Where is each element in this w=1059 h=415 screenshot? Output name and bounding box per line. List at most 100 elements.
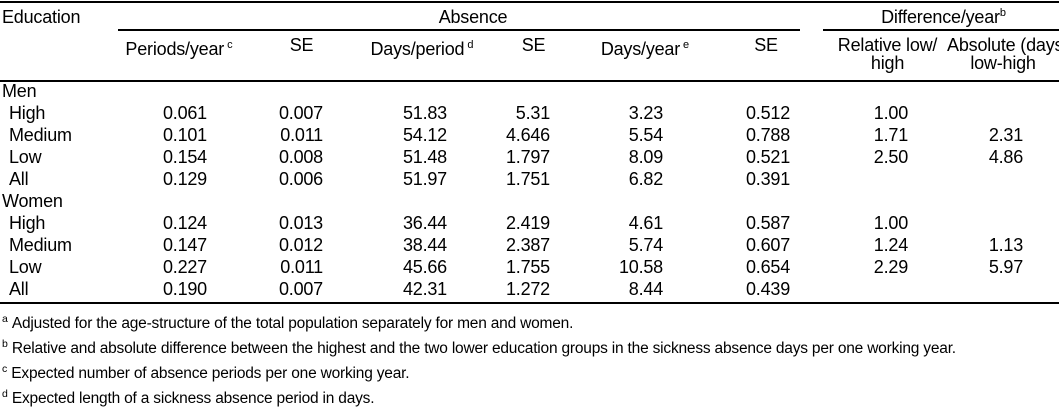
table-cell: 0.012 [278,235,323,255]
table-cell: 0.008 [278,147,323,167]
table-cell [240,80,363,102]
table-row-men-all: All 0.129 0.006 51.97 1.751 6.82 0.391 [0,168,1059,190]
row-label: Low [9,147,42,167]
table-row-men-high: High 0.061 0.007 51.83 5.31 3.23 0.512 1… [0,102,1059,124]
rule-absence-spanner [118,29,800,31]
row-label: All [9,279,29,299]
footnote-marker: b [2,338,8,351]
row-label: Medium [9,235,72,255]
footnote-marker-c: c [227,39,233,51]
table-cell: 0.227 [162,257,207,277]
spanner-header-difference: Difference/yearb [828,2,1059,30]
table-cell: 1.755 [505,257,550,277]
table-cell [947,212,1059,234]
row-label: All [9,169,29,189]
table-cell: 0.011 [280,257,323,277]
table-cell: 0.007 [278,279,323,299]
table-cell: 51.83 [402,103,447,123]
column-header-education: Education [2,7,81,27]
table-cell [586,190,704,212]
table-cell: 0.011 [280,125,323,145]
row-label: Medium [9,125,72,145]
column-header-days-period: Days/period d [370,39,474,59]
table-cell [947,190,1059,212]
table-cell: 8.44 [628,279,663,299]
footnote-marker-b: b [999,7,1006,19]
table-cell: 38.44 [402,235,447,255]
footnote-e: eExpected number of sickness absence day… [2,410,1059,415]
table-cell: 36.44 [402,213,447,233]
footnote-text: Adjusted for the age-structure of the to… [11,315,574,333]
table-cell: 0.607 [745,235,791,255]
table-cell [118,190,240,212]
row-label: High [9,103,46,123]
table-cell: 0.439 [745,279,791,299]
table-cell: 54.12 [402,125,447,145]
column-header-periods-year: Periods/year c [125,39,233,59]
table-cell [363,190,481,212]
footnote-marker: d [2,388,8,401]
table-cell: 1.71 [873,125,909,145]
sickness-absence-table: Education Absence Difference/yearb Perio… [0,2,1059,300]
table-cell [947,278,1059,300]
footnote-marker: a [2,313,8,325]
table-cell: 5.54 [628,125,663,145]
table-cell: 0.007 [278,103,323,123]
table-cell: 0.654 [745,257,791,277]
table-cell: 45.66 [402,257,447,277]
rule-difference-spanner [823,29,1059,31]
table-cell: 0.154 [162,147,207,167]
footnote-text: Expected number of absence periods per o… [11,365,410,383]
table-cell: 1.272 [505,279,550,299]
spanner-header-absence: Absence [438,7,508,27]
rule-table-bottom [0,302,1059,304]
row-label: Women [2,191,63,211]
table-cell [828,80,947,102]
row-label: Men [2,81,37,101]
footnote-marker-d: d [467,39,474,51]
table-cell: 2.419 [505,213,550,233]
table-cell: 0.101 [162,125,207,145]
footnotes: a Adjusted for the age-structure of the t… [2,309,1059,415]
table-cell: 5.97 [988,257,1024,277]
column-header-days-year: Days/year e [600,39,690,59]
table-cell [828,278,947,300]
table-cell: 2.29 [873,257,909,277]
footnote-b: b Relative and absolute difference betwee… [2,334,1059,359]
table-cell [704,190,828,212]
column-header-se-1: SE [289,35,314,55]
table-cell: 0.124 [162,213,207,233]
table-cell: 0.521 [745,147,791,167]
table-cell [363,80,481,102]
table-cell: 0.147 [162,235,207,255]
column-header-se-3: SE [754,35,778,55]
table-row-men-medium: Medium 0.101 0.011 54.12 4.646 5.54 0.78… [0,124,1059,146]
table-cell: 8.09 [628,147,663,167]
table-cell [947,80,1059,102]
table-cell [240,190,363,212]
table-cell [586,80,704,102]
table-cell [947,168,1059,190]
table-cell: 10.58 [618,257,663,277]
column-header-se-2: SE [521,35,546,55]
table-cell [947,102,1059,124]
row-label: Low [9,257,42,277]
table-cell: 0.061 [162,103,207,123]
table-cell: 4.61 [628,213,663,233]
column-header-relative-low-high: Relative low/high [837,35,938,73]
table-cell: 0.013 [278,213,323,233]
table-cell: 0.129 [162,169,207,189]
table-cell: 5.31 [515,103,550,123]
table-cell: 0.391 [745,169,791,189]
column-header-absolute-low-high: Absolute (days) low-high [947,35,1059,73]
table-row-women-all: All 0.190 0.007 42.31 1.272 8.44 0.439 [0,278,1059,300]
table-cell: 1.24 [873,235,909,255]
table-cell: 4.86 [988,147,1024,167]
table-cell: 1.797 [505,147,550,167]
table-row-men-low: Low 0.154 0.008 51.48 1.797 8.09 0.521 2… [0,146,1059,168]
footnote-text: Relative and absolute difference between… [11,340,956,358]
table-cell [828,190,947,212]
footnote-marker: c [2,363,8,376]
table-cell: 42.31 [402,279,447,299]
